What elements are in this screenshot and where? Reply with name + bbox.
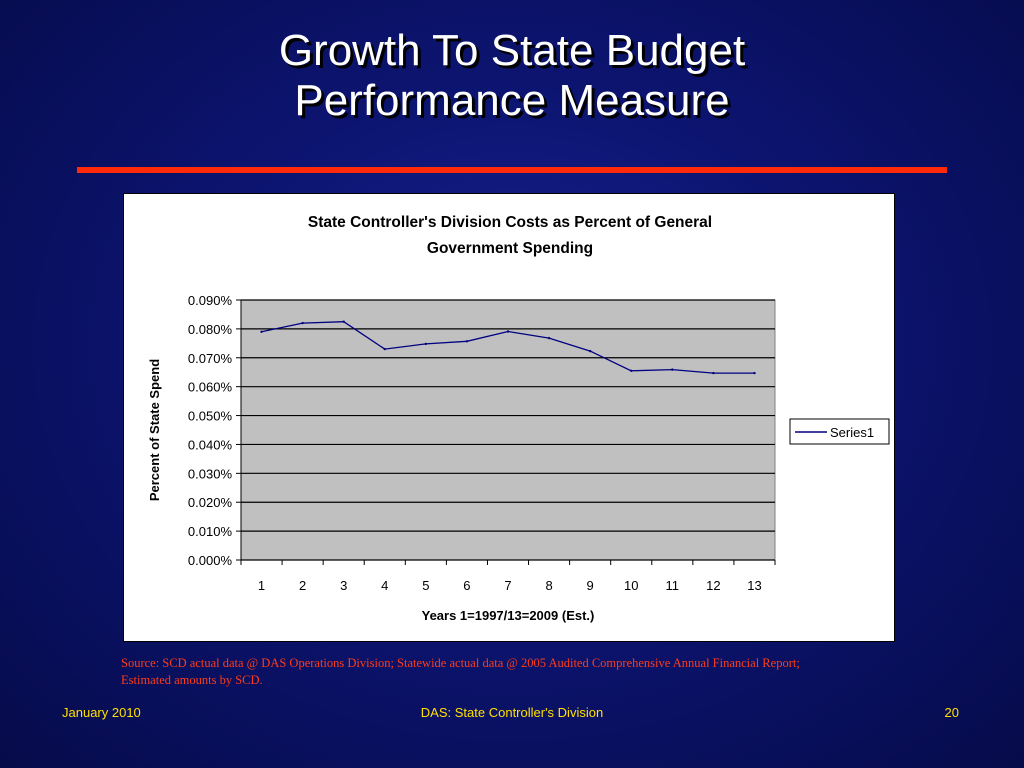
x-tick-label-4: 4	[381, 578, 388, 593]
chart-frame: State Controller's Division Costs as Per…	[123, 193, 895, 642]
data-point-5	[424, 342, 428, 346]
y-tick-label-4: 0.040%	[188, 437, 233, 452]
source-line-2: Estimated amounts by SCD.	[121, 673, 263, 687]
data-point-3	[342, 320, 345, 323]
x-tick-label-2: 2	[299, 578, 306, 593]
data-point-10	[630, 369, 633, 372]
slide-title-line-1: Growth To State Budget	[278, 26, 746, 75]
x-tick-label-3: 3	[340, 578, 347, 593]
x-tick-label-9: 9	[587, 578, 594, 593]
x-tick-label-6: 6	[463, 578, 470, 593]
data-point-11	[671, 368, 674, 371]
chart-title-line-2: Government Spending	[427, 240, 593, 257]
y-tick-label-6: 0.060%	[188, 380, 233, 395]
chart-title-line-1: State Controller's Division Costs as Per…	[308, 214, 712, 231]
y-tick-label-3: 0.030%	[188, 466, 233, 481]
data-point-2	[301, 321, 304, 325]
y-tick-label-9: 0.090%	[188, 293, 233, 308]
data-point-1	[260, 330, 263, 333]
legend-label: Series1	[830, 425, 874, 440]
y-tick-label-5: 0.050%	[188, 409, 233, 424]
gridlines	[241, 299, 775, 561]
y-tick-label-0: 0.000%	[188, 553, 233, 568]
x-tick-label-8: 8	[545, 578, 552, 593]
source-line-1: Source: SCD actual data @ DAS Operations…	[121, 656, 800, 670]
x-tick-label-1: 1	[258, 578, 265, 593]
slide-title: Growth To State Budget Performance Measu…	[0, 26, 1024, 126]
data-point-4	[383, 347, 386, 351]
x-tick-label-7: 7	[504, 578, 511, 593]
x-tick-label-10: 10	[624, 578, 638, 593]
footer-date: January 2010	[62, 705, 141, 720]
x-tick-label-5: 5	[422, 578, 429, 593]
y-tick-label-7: 0.070%	[188, 351, 233, 366]
plot-area	[240, 299, 776, 561]
tick-labels: 0.000% 0.010% 0.020% 0.030% 0.040% 0.050% 0.06…	[188, 293, 762, 593]
series-layer	[260, 320, 756, 375]
footer-division: DAS: State Controller's Division	[420, 705, 604, 720]
footer-page-number: 20	[944, 705, 959, 720]
y-tick-label-8: 0.080%	[188, 322, 233, 337]
data-point-13	[753, 371, 756, 375]
source-note: Source: SCD actual data @ DAS Operations…	[121, 655, 921, 689]
x-axis-label: Years 1=1997/13=2009 (Est.)	[422, 608, 595, 623]
y-tick-label-2: 0.020%	[188, 495, 233, 510]
data-point-12	[712, 371, 715, 375]
x-tick-label-12: 12	[706, 578, 720, 593]
title-divider	[77, 167, 947, 173]
y-tick-label-1: 0.010%	[188, 524, 233, 539]
data-point-6	[465, 340, 469, 343]
line-chart: State Controller's Division Costs as Per…	[147, 214, 890, 623]
legend: Series1	[789, 418, 890, 445]
slide-title-line-2: Performance Measure	[294, 76, 730, 125]
y-axis-label: Percent of State Spend	[147, 359, 162, 501]
data-point-7	[506, 330, 510, 333]
axes	[236, 299, 776, 565]
x-tick-label-11: 11	[666, 578, 680, 593]
data-point-9	[588, 349, 592, 353]
data-point-8	[547, 336, 551, 340]
x-tick-label-13: 13	[747, 578, 761, 593]
